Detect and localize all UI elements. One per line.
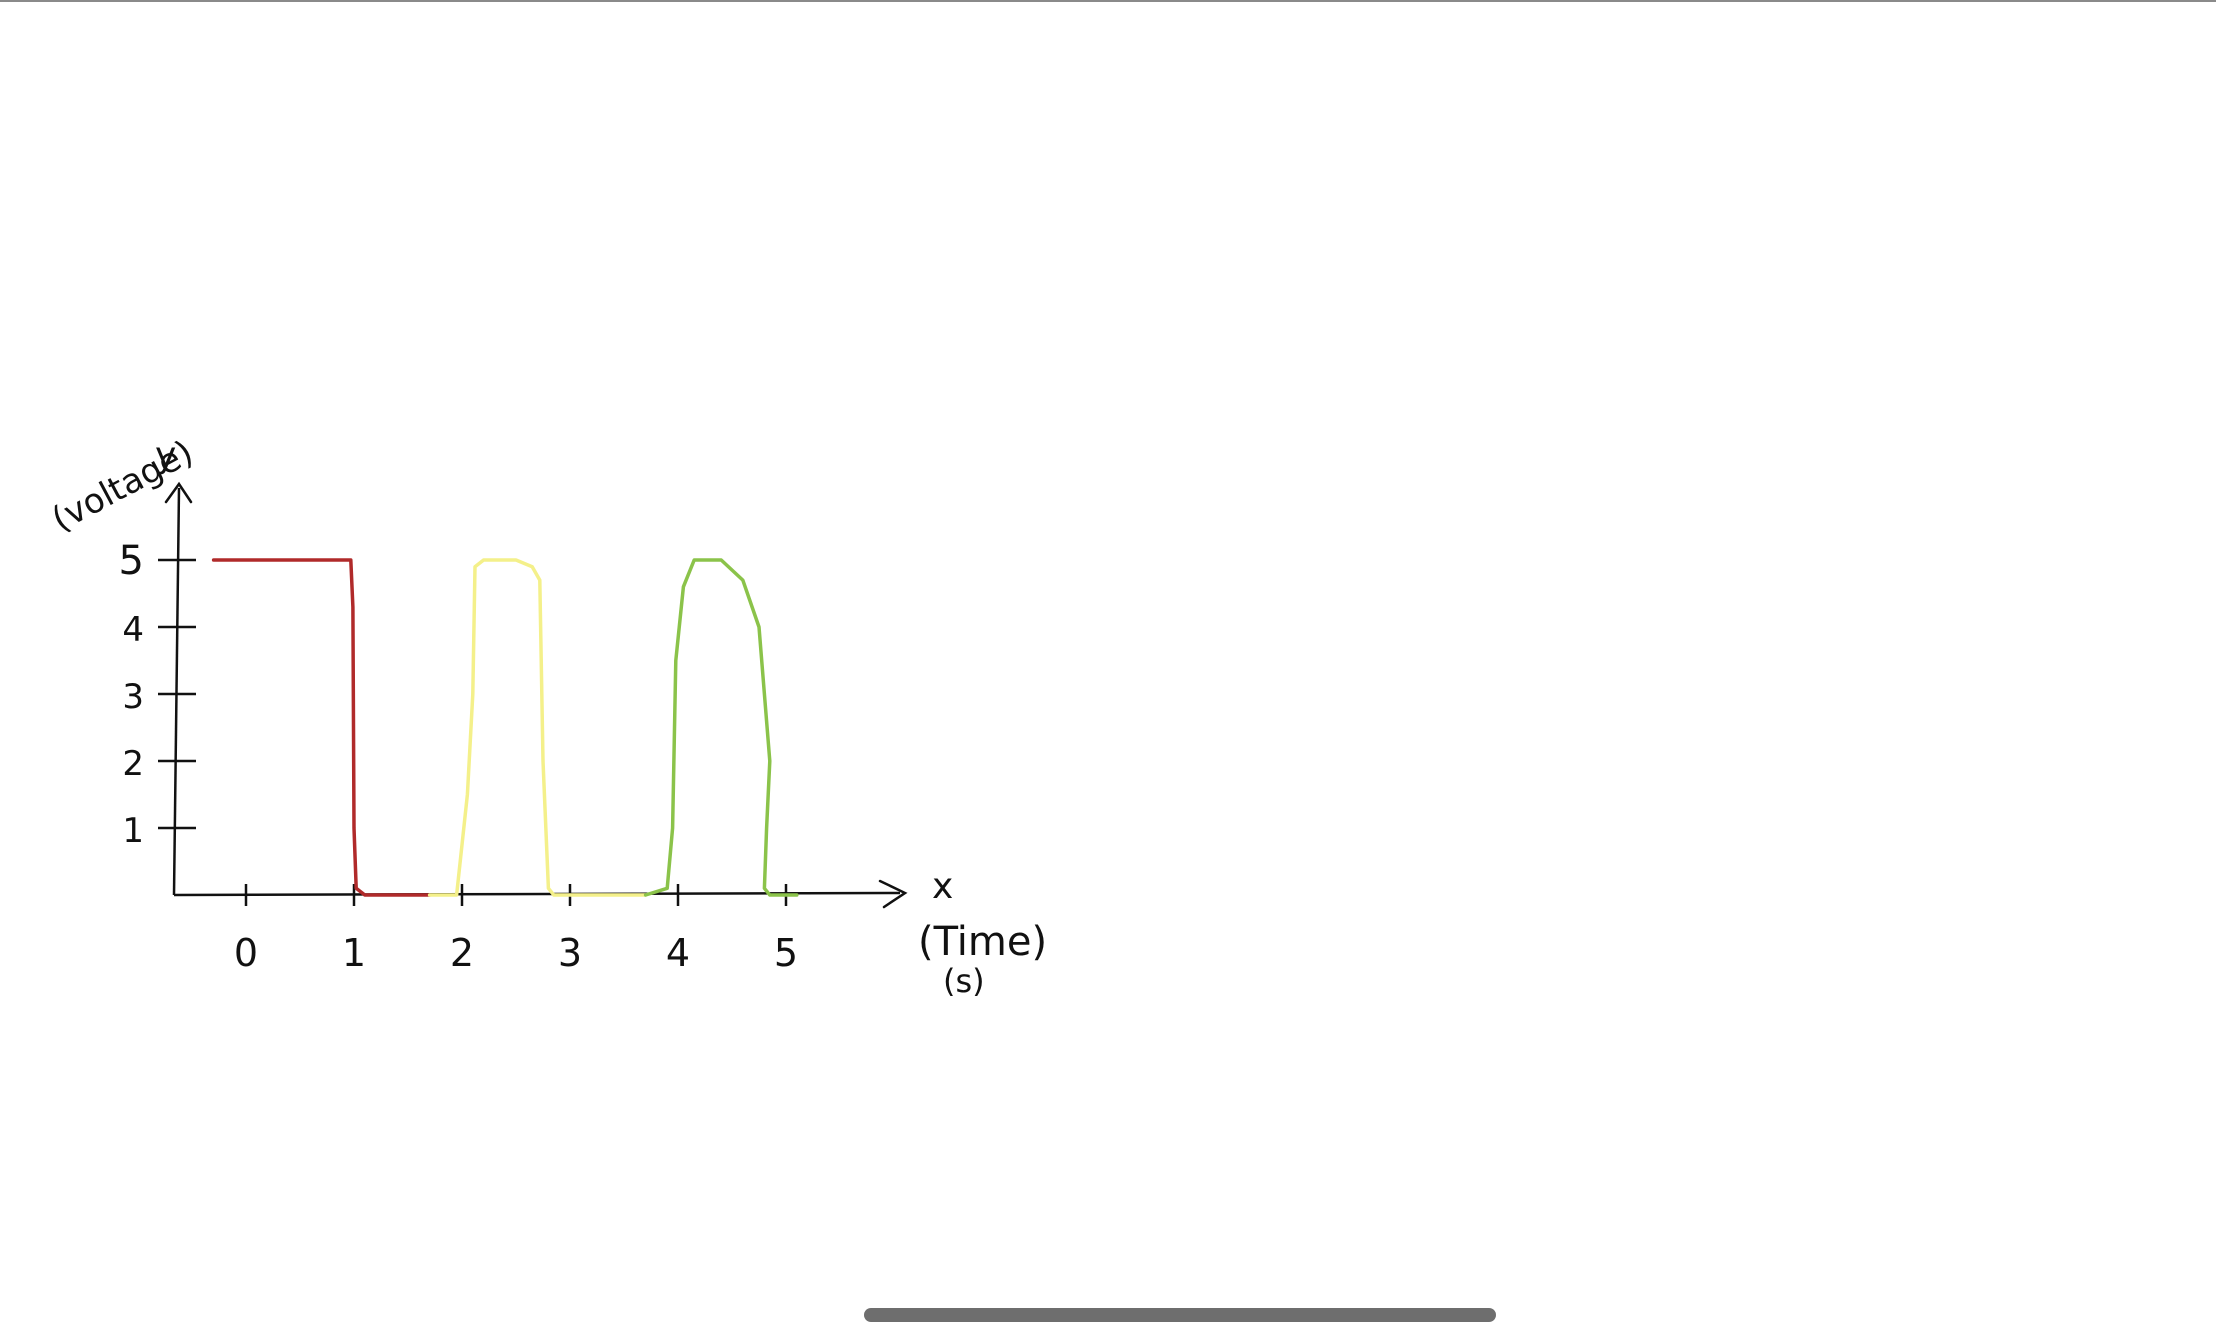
y-tick-label-2: 2 bbox=[122, 744, 144, 784]
x-axis-arrow bbox=[878, 879, 908, 909]
x-axis-label-line1: (Time) bbox=[918, 919, 1047, 965]
y-tick-label-4: 4 bbox=[122, 610, 144, 650]
y-tick-label-1: 1 bbox=[122, 811, 144, 851]
y-axis-arrow bbox=[164, 481, 193, 504]
series-line-1 bbox=[211, 558, 432, 897]
x-tick-label-2: 2 bbox=[450, 931, 474, 975]
x-tick-label-4: 4 bbox=[666, 931, 690, 975]
x-axis-letter: x bbox=[932, 866, 953, 907]
series-group bbox=[211, 558, 799, 897]
series-line-3 bbox=[643, 558, 799, 897]
x-tick-label-3: 3 bbox=[558, 931, 582, 975]
y-axis-line bbox=[172, 487, 181, 896]
x-tick-label-1: 1 bbox=[342, 931, 366, 975]
y-tick-marks: 1 2 3 4 5 bbox=[119, 538, 196, 851]
x-tick-marks: 0 1 2 3 4 5 bbox=[234, 884, 798, 975]
x-tick-label-5: 5 bbox=[774, 931, 798, 975]
axes bbox=[164, 481, 908, 909]
y-tick-label-3: 3 bbox=[122, 677, 144, 717]
top-divider bbox=[0, 0, 2216, 2]
x-tick-label-0: 0 bbox=[234, 931, 258, 975]
series-line-2 bbox=[427, 558, 648, 897]
home-indicator-bar[interactable] bbox=[864, 1308, 1496, 1322]
y-axis-letter: y bbox=[155, 435, 176, 476]
x-axis-label-line2: (s) bbox=[943, 962, 985, 1000]
y-tick-label-5: 5 bbox=[119, 538, 144, 584]
